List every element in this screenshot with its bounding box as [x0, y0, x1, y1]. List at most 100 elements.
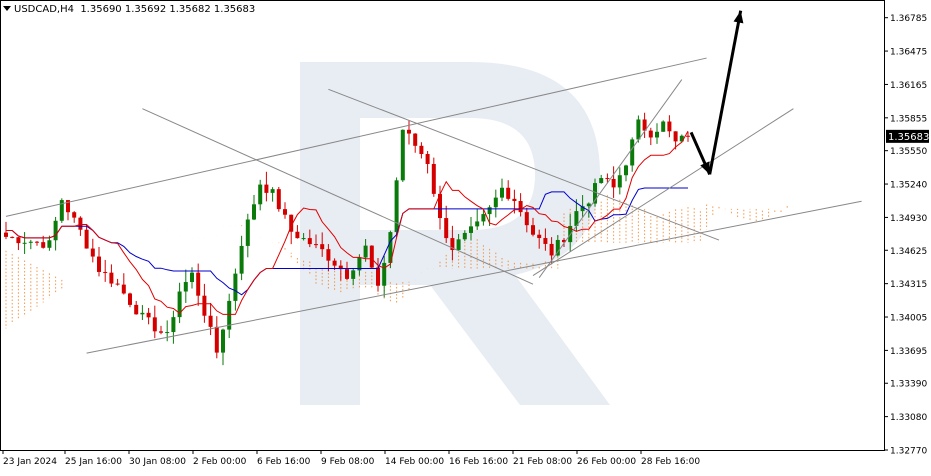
dropdown-triangle-icon[interactable] — [3, 6, 11, 11]
candle-body — [500, 187, 504, 198]
y-tick-label: 1.35240 — [890, 181, 927, 191]
candle — [283, 202, 287, 219]
candle-body — [481, 214, 486, 222]
candle-body — [580, 206, 585, 212]
candle — [320, 232, 325, 257]
candle — [444, 205, 449, 244]
candle-body — [400, 129, 405, 181]
candle-body — [469, 226, 473, 233]
candle — [190, 267, 194, 289]
candle-body — [419, 145, 424, 155]
candle-body — [314, 244, 318, 246]
candle-body — [351, 270, 356, 279]
ichimoku-lines — [6, 130, 689, 315]
candle — [264, 171, 269, 202]
candle-body — [264, 184, 269, 193]
trend-line — [5, 57, 707, 217]
candle — [338, 260, 343, 281]
candle — [661, 120, 666, 132]
candle-body — [28, 241, 33, 243]
candle — [22, 232, 27, 254]
candle-body — [574, 211, 579, 226]
candle-body — [599, 178, 604, 184]
y-tick-label: 1.36785 — [890, 14, 927, 24]
candle-body — [16, 237, 21, 244]
candle-body — [258, 184, 263, 205]
candle-body — [369, 245, 374, 268]
candle-body — [326, 249, 331, 261]
candle-body — [115, 283, 120, 285]
candle — [506, 180, 511, 201]
candle — [431, 157, 436, 197]
candle — [493, 189, 498, 218]
candle-body — [363, 245, 368, 258]
candle — [345, 261, 349, 281]
candle-body — [388, 232, 393, 263]
candle-body — [214, 326, 219, 353]
candle — [276, 186, 281, 212]
candle — [214, 316, 219, 359]
candle — [382, 255, 387, 298]
candle — [177, 282, 182, 324]
candle-body — [66, 200, 70, 213]
candle — [121, 273, 126, 295]
candle-body — [531, 225, 535, 235]
candle-body — [450, 238, 455, 251]
candle-body — [407, 129, 411, 134]
candle — [208, 302, 213, 336]
forecast-arrow-shaft — [708, 10, 743, 175]
candle-body — [611, 178, 616, 188]
candle — [289, 214, 294, 245]
candle-body — [22, 242, 27, 244]
candle-body — [128, 293, 132, 305]
candle-body — [165, 332, 170, 334]
candle — [258, 179, 263, 211]
candle-body — [679, 135, 684, 142]
candle — [307, 229, 312, 248]
candle — [605, 173, 610, 184]
candle-body — [41, 242, 46, 248]
candle — [140, 305, 145, 321]
candle-body — [159, 331, 163, 333]
candle — [636, 115, 641, 143]
candle — [630, 137, 635, 172]
candle — [90, 238, 95, 263]
candle — [462, 230, 467, 242]
candle-body — [283, 209, 287, 215]
x-tick-label: 14 Feb 00:00 — [385, 457, 444, 467]
y-tick-label: 1.35855 — [890, 114, 927, 124]
candle-body — [245, 219, 250, 246]
candle-body — [332, 260, 337, 266]
candle — [270, 187, 275, 202]
candle — [376, 257, 380, 292]
candle-body — [605, 178, 610, 180]
y-tick-label: 1.32770 — [890, 447, 927, 457]
candle — [165, 320, 170, 342]
candle — [369, 245, 374, 269]
candle — [109, 264, 114, 288]
x-tick-label: 26 Feb 00:00 — [577, 457, 636, 467]
candle — [686, 131, 690, 142]
candle — [400, 129, 405, 182]
candle — [295, 225, 300, 239]
candle-body — [152, 317, 157, 332]
candle-body — [84, 229, 89, 249]
y-tick-label: 1.34625 — [890, 247, 927, 257]
y-tick-label: 1.33390 — [890, 380, 927, 390]
candle-body — [624, 165, 628, 176]
candle — [456, 233, 461, 252]
candle — [667, 115, 672, 138]
candle-body — [555, 239, 560, 256]
candle — [66, 200, 70, 221]
candle — [450, 225, 455, 261]
candle-body — [140, 312, 145, 315]
candle — [252, 194, 256, 221]
candle-body — [543, 238, 548, 244]
candle — [351, 268, 356, 286]
candle-body — [307, 238, 312, 245]
candle — [543, 228, 548, 251]
candle-body — [202, 295, 207, 316]
trend-line — [532, 108, 794, 276]
candle — [617, 167, 622, 195]
